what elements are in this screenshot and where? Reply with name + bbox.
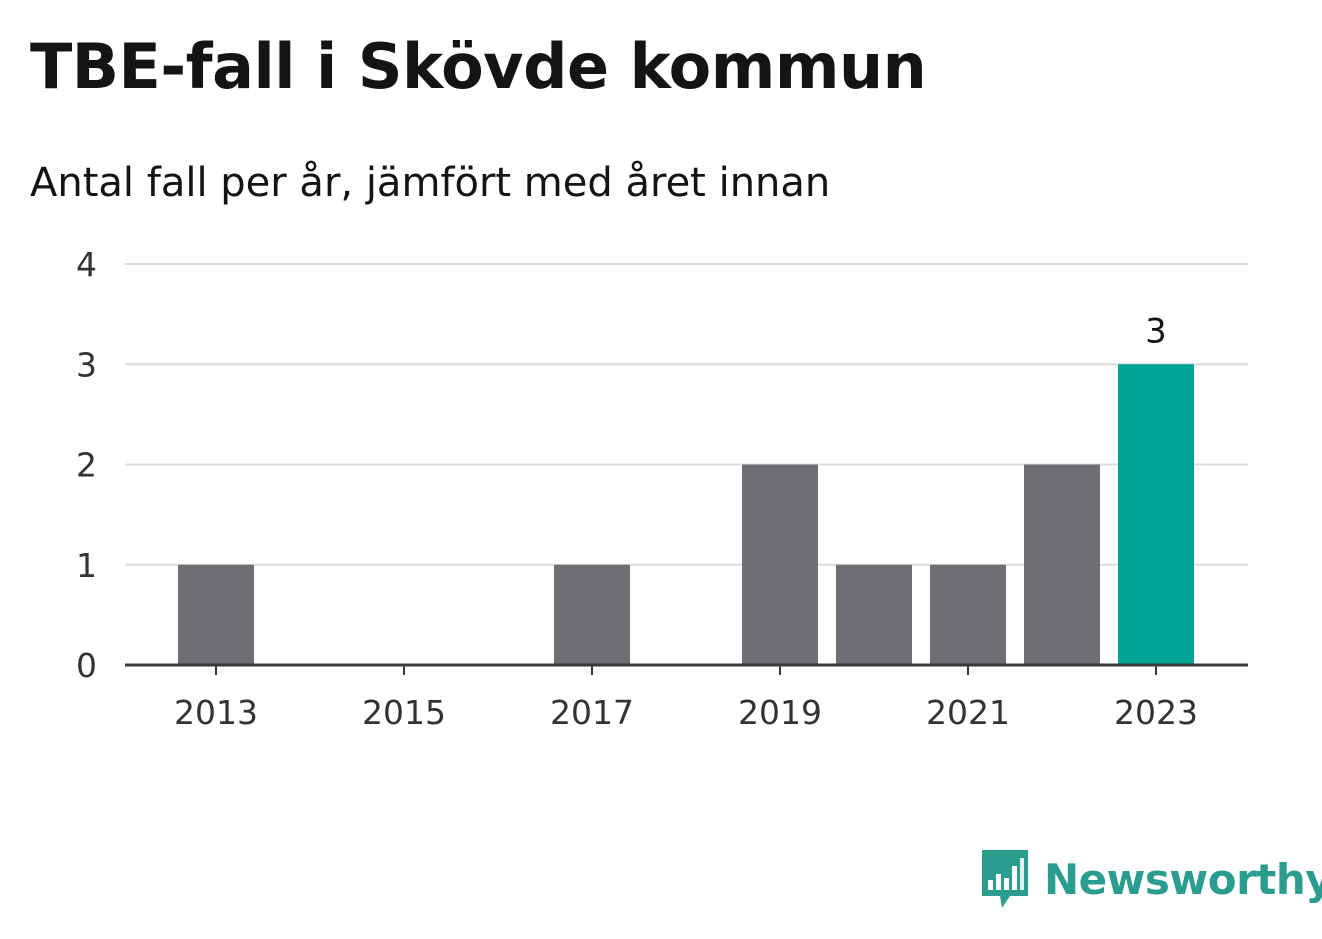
labels: 0 1 2 3 4 2013 2015 2017 2019 2021 2023 3 xyxy=(76,245,1198,732)
x-tick-label: 2015 xyxy=(362,693,446,732)
bar-chart-bubble-icon xyxy=(982,850,1028,908)
x-tick-label: 2019 xyxy=(738,693,822,732)
bar xyxy=(1024,464,1100,665)
bar xyxy=(836,564,912,665)
chart-title: TBE-fall i Skövde kommun xyxy=(30,30,927,103)
axes xyxy=(125,663,1248,675)
y-tick-label: 0 xyxy=(76,646,97,685)
bars xyxy=(178,364,1194,665)
x-tick-label: 2023 xyxy=(1114,693,1198,732)
bar xyxy=(554,564,630,665)
y-tick-label: 3 xyxy=(76,345,97,384)
y-tick-label: 2 xyxy=(76,446,97,485)
newsworthy-logo: Newsworthy xyxy=(980,848,1322,910)
bar xyxy=(178,564,254,665)
chart-subtitle: Antal fall per år, jämfört med året inna… xyxy=(30,160,831,206)
y-tick-label: 1 xyxy=(76,546,97,585)
bar-chart: 0 1 2 3 4 2013 2015 2017 2019 2021 2023 3 xyxy=(76,245,1248,732)
bar xyxy=(1118,364,1194,665)
bar-value-label: 3 xyxy=(1145,311,1167,351)
x-tick-label: 2013 xyxy=(174,693,258,732)
x-tick-label: 2021 xyxy=(926,693,1010,732)
x-tick-label: 2017 xyxy=(550,693,634,732)
bar xyxy=(742,464,818,665)
brand-name: Newsworthy xyxy=(1044,854,1322,904)
y-tick-label: 4 xyxy=(76,245,97,284)
bar xyxy=(930,564,1006,665)
